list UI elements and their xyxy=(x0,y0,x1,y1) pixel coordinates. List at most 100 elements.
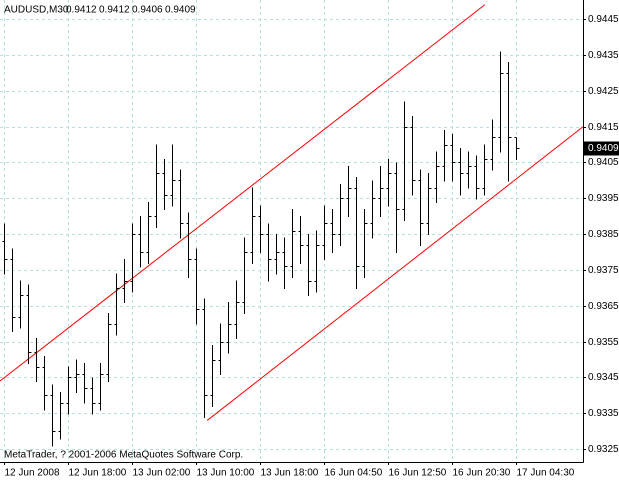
header-close: 0.9409 xyxy=(165,5,196,16)
x-tick-label: 16 Jun 12:50 xyxy=(389,468,447,479)
ohlc-bar xyxy=(370,180,376,239)
ohlc-bar xyxy=(170,144,176,207)
ohlc-bar xyxy=(218,323,224,375)
ohlc-bar xyxy=(330,209,336,254)
header-high: 0.9412 xyxy=(99,5,130,16)
ohlc-bar xyxy=(98,363,104,411)
grid xyxy=(0,0,583,462)
ohlc-bar xyxy=(458,148,464,196)
ohlc-bar xyxy=(466,151,472,189)
ohlc-bar xyxy=(474,155,480,200)
ohlc-bar xyxy=(106,312,112,383)
ohlc-bar xyxy=(10,248,16,332)
y-tick-label: 0.9375 xyxy=(588,265,619,276)
y-tick-label: 0.9445 xyxy=(588,14,619,25)
ohlc-bar xyxy=(146,201,152,264)
ohlc-bar xyxy=(274,234,280,275)
ohlc-bar xyxy=(114,273,120,336)
ohlc-bar xyxy=(322,205,328,261)
y-tick-label: 0.9385 xyxy=(588,229,619,240)
header: AUDUSD,M30 0.9412 0.9412 0.9406 0.9409 xyxy=(4,5,196,16)
ohlc-bar xyxy=(442,130,448,182)
ohlc-bar xyxy=(66,366,72,415)
ohlc-bar xyxy=(242,237,248,314)
ohlc-bar xyxy=(42,355,48,411)
channels xyxy=(0,4,583,421)
ohlc-bar xyxy=(58,391,64,440)
ohlc-bar xyxy=(506,62,512,182)
ohlc-bar xyxy=(498,51,504,153)
ohlc-bar xyxy=(282,237,288,289)
x-tick-label: 12 Jun 18:00 xyxy=(69,468,127,479)
ohlc-bar xyxy=(386,158,392,207)
y-tick-label: 0.9395 xyxy=(588,193,619,204)
ohlc-bar xyxy=(250,187,256,264)
y-tick-label: 0.9415 xyxy=(588,122,619,133)
ohlc-bar xyxy=(122,259,128,304)
price-marker-label: 0.9409 xyxy=(588,143,619,154)
y-tick-label: 0.9365 xyxy=(588,301,619,312)
ohlc-bar xyxy=(186,212,192,279)
x-tick-label: 16 Jun 20:30 xyxy=(453,468,511,479)
ohlc-bar xyxy=(138,216,144,268)
ohlc-bar xyxy=(394,162,400,254)
x-tick-label: 13 Jun 02:00 xyxy=(133,468,191,479)
x-tick-label: 13 Jun 10:00 xyxy=(197,468,255,479)
x-tick-label: 17 Jun 04:30 xyxy=(517,468,575,479)
y-tick-label: 0.9335 xyxy=(588,408,619,419)
ohlc-bar xyxy=(154,144,160,228)
ohlc-bar xyxy=(162,158,168,211)
ohlc-bar xyxy=(50,384,56,447)
copyright: MetaTrader, ? 2001-2006 MetaQuotes Softw… xyxy=(4,450,243,461)
ohlc-bar xyxy=(482,144,488,196)
header-low: 0.9406 xyxy=(132,5,163,16)
ohlc-bar xyxy=(90,377,96,415)
ohlc-bar xyxy=(514,137,520,160)
ohlc-bar xyxy=(210,345,216,408)
ohlc-bar xyxy=(346,166,352,218)
ohlc-bar xyxy=(178,169,184,239)
ohlc-bar xyxy=(298,216,304,264)
ohlc-bar xyxy=(450,133,456,182)
bars xyxy=(2,51,520,447)
ohlc-bar xyxy=(74,359,80,393)
channel-line xyxy=(0,4,486,382)
x-tick-label: 13 Jun 18:00 xyxy=(261,468,319,479)
ohlc-bar xyxy=(34,338,40,383)
ohlc-bar xyxy=(258,205,264,254)
ohlc-bar xyxy=(226,302,232,354)
ohlc-bar xyxy=(338,183,344,246)
ohlc-bar xyxy=(130,223,136,293)
ohlc-bar xyxy=(290,209,296,279)
y-tick-label: 0.9405 xyxy=(588,157,619,168)
ohlc-bar xyxy=(234,280,240,340)
ohlc-bar xyxy=(2,223,8,275)
ohlc-bar xyxy=(362,209,368,279)
ohlc-bar xyxy=(418,169,424,246)
y-tick-label: 0.9345 xyxy=(588,372,619,383)
y-tick-label: 0.9425 xyxy=(588,86,619,97)
ohlc-bar xyxy=(266,223,272,282)
y-tick-label: 0.9355 xyxy=(588,337,619,348)
ohlc-bar xyxy=(354,176,360,289)
ohlc-bar xyxy=(314,230,320,293)
ohlc-bar xyxy=(82,363,88,404)
price-marker xyxy=(584,141,619,156)
ohlc-bar xyxy=(194,248,200,325)
ohlc-bar xyxy=(426,173,432,236)
ohlc-bar xyxy=(306,234,312,297)
channel-line xyxy=(206,126,583,421)
ohlc-bar xyxy=(202,298,208,418)
ohlc-bar xyxy=(490,119,496,171)
y-tick-label: 0.9435 xyxy=(588,50,619,61)
ohlc-bar xyxy=(18,280,24,329)
x-tick-label: 12 Jun 2008 xyxy=(5,468,60,479)
header-open: 0.9412 xyxy=(66,5,97,16)
ohlc-bar xyxy=(402,101,408,221)
y-tick-label: 0.9325 xyxy=(588,444,619,455)
ohlc-bar xyxy=(378,166,384,218)
ohlc-bar xyxy=(434,151,440,203)
symbol: AUDUSD,M30 xyxy=(4,5,69,16)
x-tick-label: 16 Jun 04:50 xyxy=(325,468,383,479)
